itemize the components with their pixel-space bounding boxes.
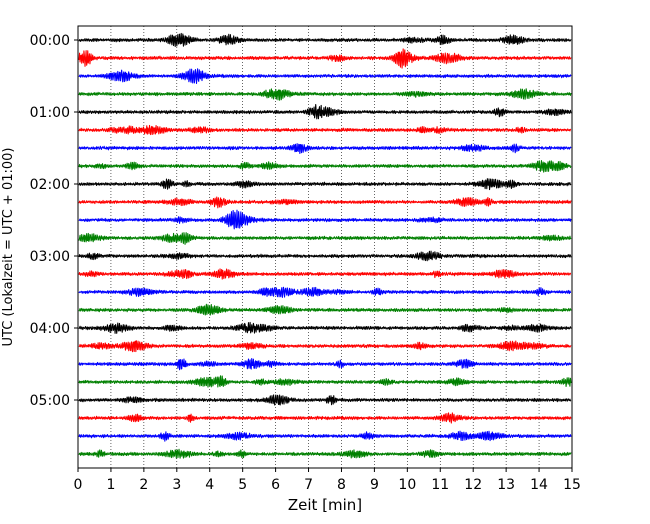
seismo-trace	[78, 124, 572, 136]
y-tick-label: 05:00	[30, 393, 70, 409]
seismo-trace	[78, 196, 572, 209]
x-tick-label: 12	[464, 477, 482, 493]
seismo-trace	[78, 103, 572, 120]
x-tick-label: 14	[530, 477, 548, 493]
x-tick-label: 9	[370, 477, 379, 493]
x-tick-label: 3	[172, 477, 181, 493]
seismo-trace	[78, 68, 572, 84]
seismo-trace	[78, 340, 572, 353]
x-tick-label: 11	[431, 477, 449, 493]
seismo-trace	[78, 178, 572, 191]
seismo-trace	[78, 375, 572, 388]
y-tick-label: 04:00	[30, 321, 70, 337]
seismo-trace	[78, 321, 572, 334]
seismo-trace	[78, 303, 572, 316]
seismo-trace	[78, 286, 572, 298]
seismo-trace	[78, 88, 572, 101]
x-tick-label: 15	[563, 477, 581, 493]
y-axis: 00:00 01:00 02:00 03:00 04:00 05:00	[30, 33, 78, 409]
seismo-trace	[78, 32, 572, 48]
x-tick-label: 8	[337, 477, 346, 493]
plot-frame	[77, 25, 573, 469]
x-tick-label: 7	[304, 477, 313, 493]
seismo-trace	[78, 160, 572, 173]
x-tick-label: 5	[238, 477, 247, 493]
seismo-trace	[78, 250, 572, 262]
seismo-trace	[78, 209, 572, 230]
x-axis-label: Zeit [min]	[288, 496, 362, 514]
seismo-trace	[78, 412, 572, 424]
y-axis-label: UTC (Lokalzeit = UTC + 01:00)	[1, 148, 16, 347]
seismo-trace	[78, 394, 572, 406]
x-tick-label: 10	[398, 477, 416, 493]
x-tick-label: 1	[106, 477, 115, 493]
y-tick-label: 01:00	[30, 105, 70, 121]
seismo-trace	[78, 358, 572, 371]
x-axis: 0 1 2 3 4 5 6 7 8 9 10 11 12 13 14 15	[74, 468, 581, 493]
seismo-trace	[78, 143, 572, 155]
seismo-trace	[78, 268, 572, 280]
seismo-trace	[78, 430, 572, 442]
x-tick-label: 4	[205, 477, 214, 493]
x-tick-label: 13	[497, 477, 515, 493]
trace-layer	[78, 32, 572, 459]
seismo-trace	[78, 448, 572, 459]
x-tick-label: 0	[74, 477, 83, 493]
x-tick-label: 2	[139, 477, 148, 493]
x-tick-label: 6	[271, 477, 280, 493]
seismo-trace	[78, 232, 572, 245]
y-tick-label: 02:00	[30, 177, 70, 193]
y-tick-label: 00:00	[30, 33, 70, 49]
y-tick-label: 03:00	[30, 249, 70, 265]
seismo-trace	[78, 48, 572, 69]
